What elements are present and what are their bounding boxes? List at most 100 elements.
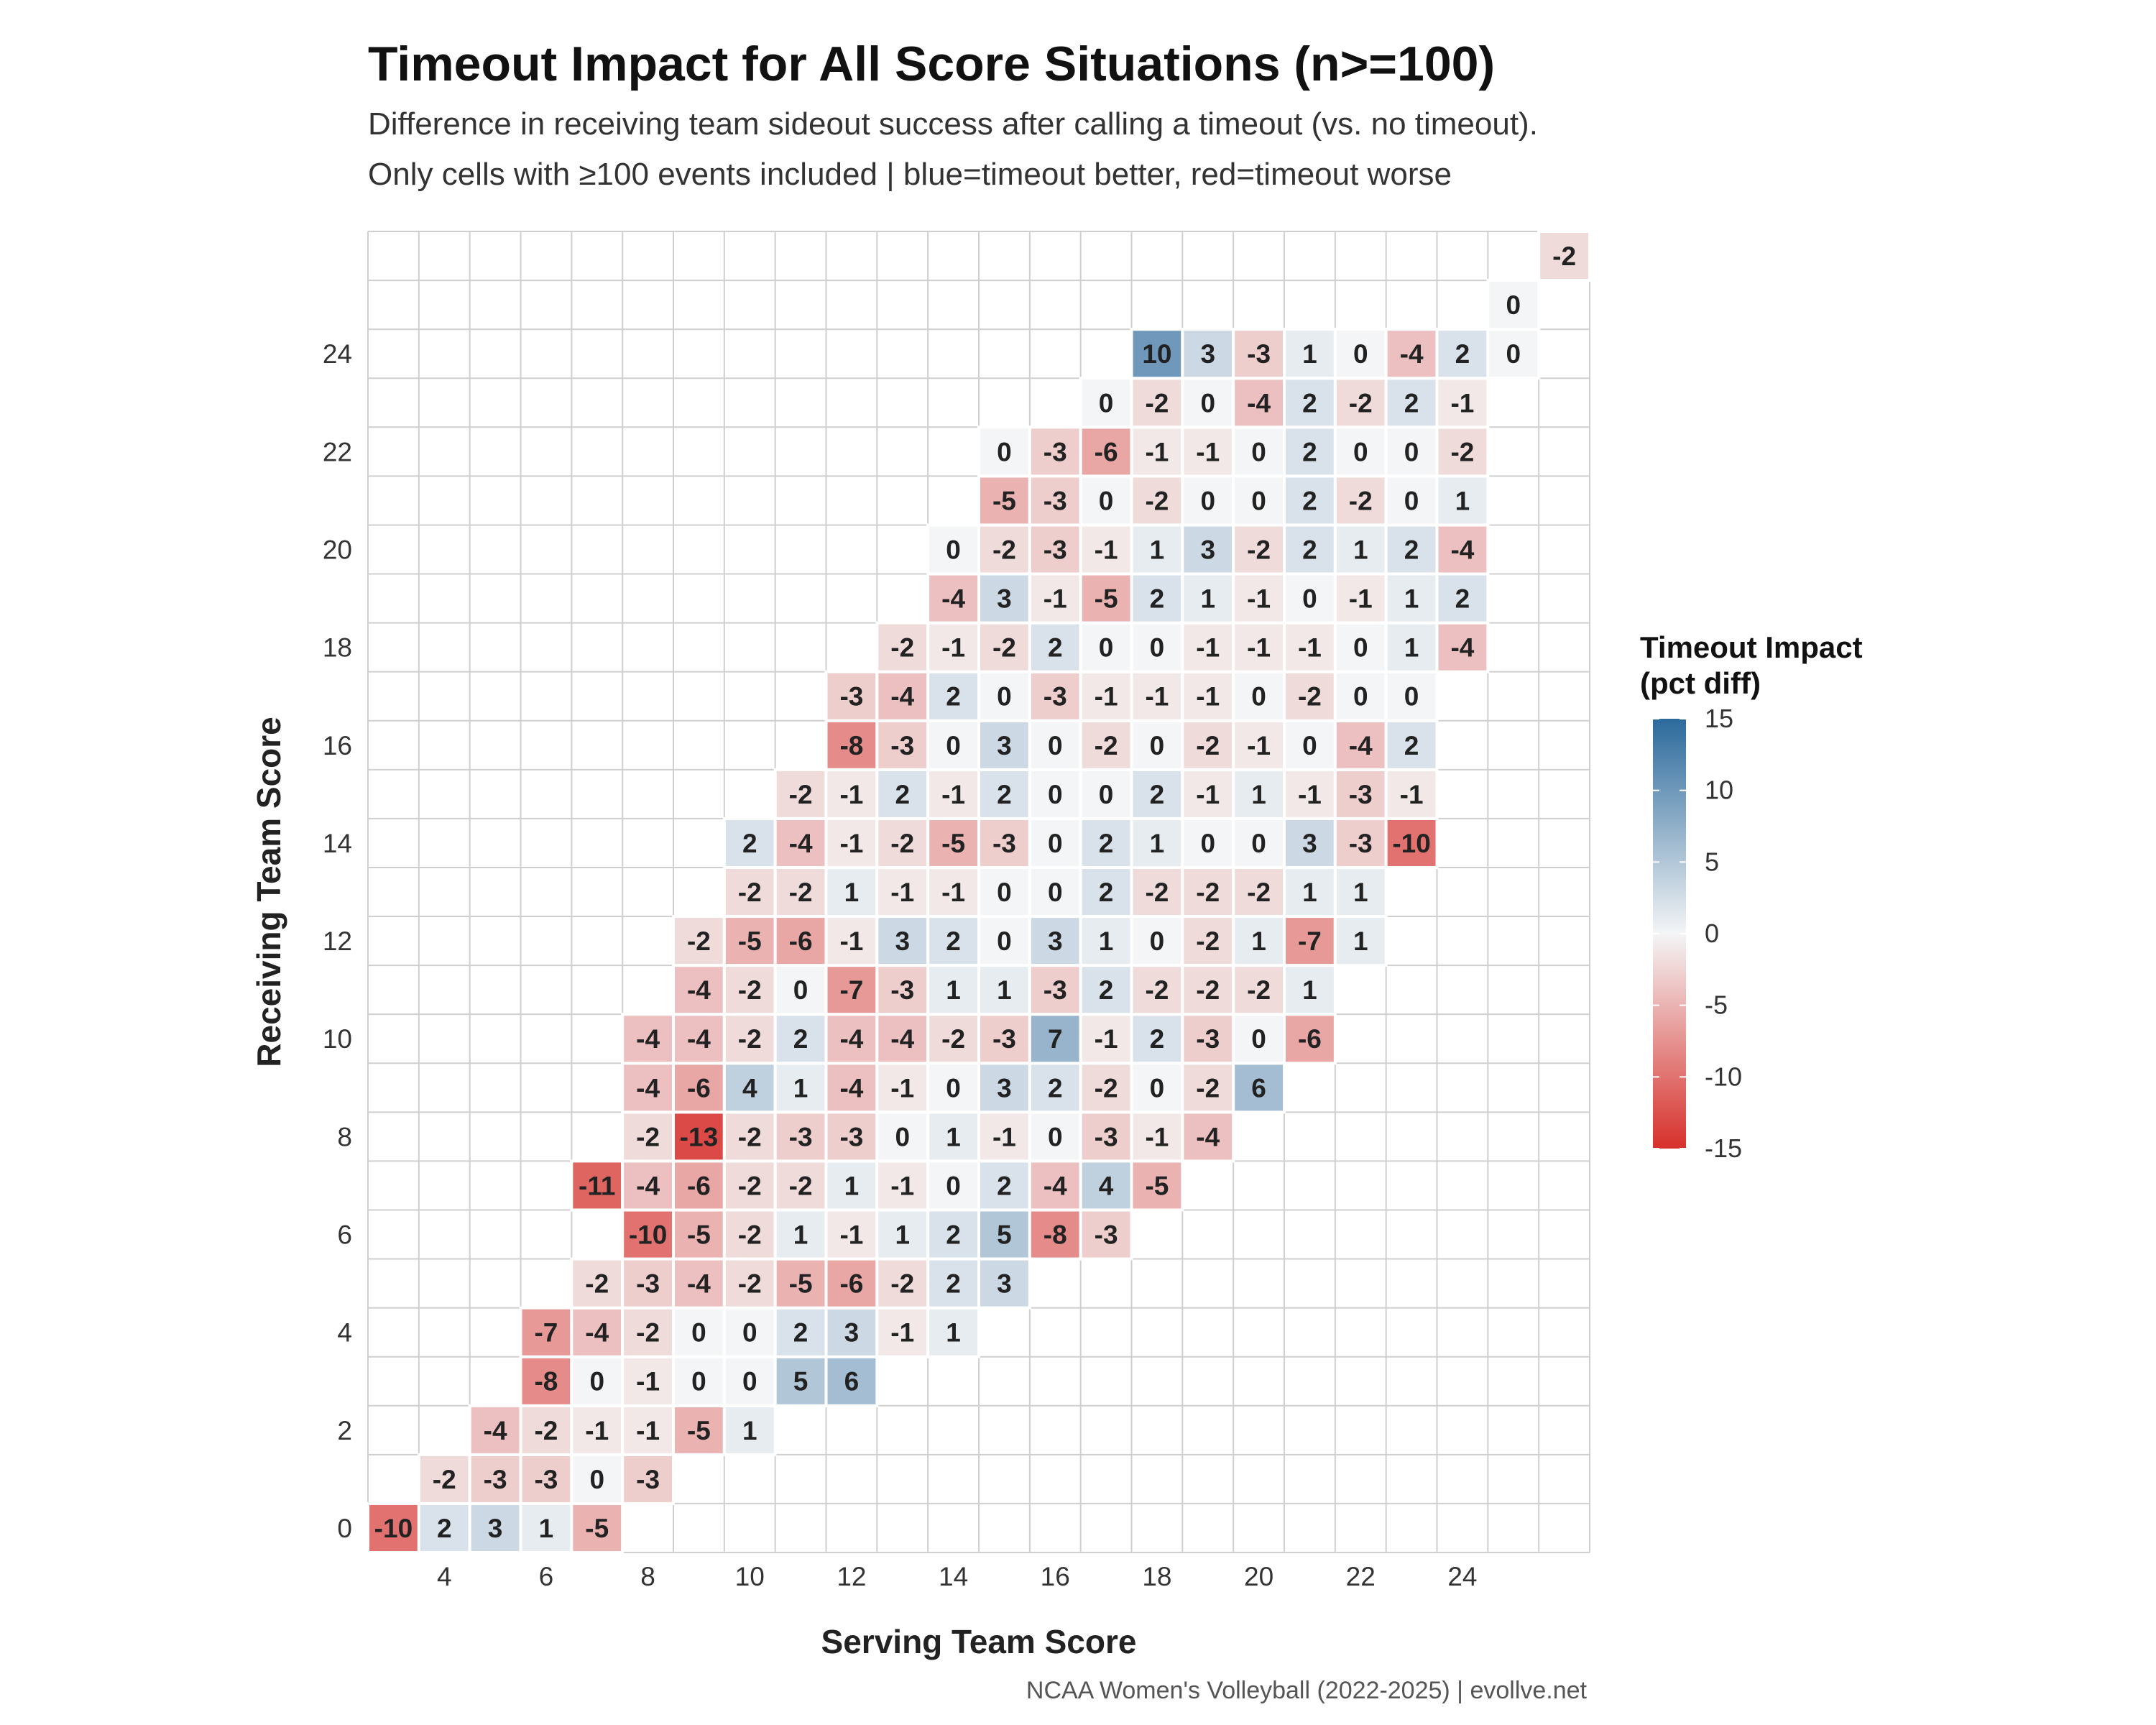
heatmap-cell-label: 1: [844, 878, 860, 907]
heatmap-cell-label: -1: [1247, 633, 1271, 663]
heatmap-cell: -3: [824, 1110, 879, 1163]
heatmap-cell: -6: [1079, 426, 1133, 478]
heatmap-cell: 7: [1028, 1013, 1082, 1065]
heatmap-cell-fill: [722, 816, 777, 869]
heatmap-cell: -6: [773, 915, 828, 967]
heatmap-cell-fill: [1384, 719, 1439, 771]
heatmap-cell: 1: [1283, 328, 1337, 380]
heatmap-cell-fill: [570, 1159, 625, 1212]
heatmap-cell-fill: [1384, 523, 1439, 576]
heatmap-cell-label: 2: [437, 1514, 452, 1543]
heatmap-cell: 0: [1486, 279, 1541, 331]
heatmap-cell: -7: [1283, 915, 1337, 967]
legend-tick-label: 15: [1705, 704, 1733, 733]
y-tick-label: 2: [337, 1416, 352, 1445]
heatmap-cell-label: -5: [789, 1269, 813, 1299]
heatmap-cell: 2: [1130, 572, 1184, 625]
heatmap-cell-label: 2: [793, 1024, 808, 1054]
heatmap-cell-label: -3: [636, 1465, 660, 1494]
heatmap-cell-label: 3: [997, 1269, 1012, 1299]
heatmap-cell-label: -3: [789, 1122, 813, 1151]
heatmap-cell-label: -1: [1145, 682, 1169, 712]
heatmap-cell: 0: [1232, 1013, 1286, 1065]
heatmap-cell: 3: [1181, 523, 1235, 576]
heatmap-cell: 0: [570, 1355, 625, 1407]
heatmap-cell: 3: [977, 572, 1031, 625]
heatmap-cell-label: -1: [1095, 535, 1118, 564]
heatmap-cell-label: 3: [488, 1514, 503, 1543]
heatmap-cell: -4: [570, 1306, 625, 1358]
heatmap-cell: -1: [1384, 768, 1439, 820]
heatmap-cell: -4: [672, 1013, 726, 1065]
heatmap-cell: 0: [1028, 719, 1082, 771]
heatmap-cell-fill: [773, 768, 828, 820]
heatmap-cell: 0: [1232, 816, 1286, 869]
heatmap-cell-label: 2: [1302, 388, 1317, 418]
chart-subtitle-line1: Difference in receiving team sideout suc…: [368, 106, 1538, 142]
heatmap-cell: 2: [977, 768, 1031, 820]
heatmap-cell-label: -1: [636, 1416, 660, 1445]
heatmap-cell: -5: [672, 1404, 726, 1456]
heatmap-cell-fill: [1333, 523, 1388, 576]
heatmap-cell: -1: [926, 865, 980, 919]
heatmap-cell: -1: [1283, 621, 1337, 673]
heatmap-cell-label: 3: [997, 1073, 1012, 1103]
heatmap-cell: 3: [875, 915, 930, 967]
heatmap-cell: -2: [875, 1257, 930, 1310]
heatmap-cell: 1: [1384, 621, 1439, 673]
legend: 15 10 5 0 -5 -10 -15: [1653, 704, 1742, 1163]
y-axis-title: Receiving Team Score: [250, 717, 287, 1067]
heatmap-cell: -4: [621, 1062, 676, 1114]
heatmap-cell-label: -2: [1552, 242, 1576, 271]
heatmap-cell-label: -2: [1298, 682, 1322, 712]
heatmap-cell-label: 0: [1150, 633, 1165, 663]
heatmap-cell: -1: [1181, 426, 1235, 478]
heatmap-cell-fill: [1283, 964, 1337, 1016]
heatmap-cell-label: 1: [895, 1220, 910, 1250]
heatmap-cell-label: -3: [890, 975, 914, 1005]
heatmap-cell-label: -4: [890, 682, 914, 712]
heatmap-cell-label: -3: [1095, 1220, 1118, 1250]
heatmap-cell: 3: [977, 1257, 1031, 1310]
heatmap-cell: 0: [977, 426, 1031, 478]
heatmap-cell-fill: [1130, 1159, 1184, 1212]
heatmap-cell-label: 1: [946, 975, 961, 1005]
heatmap-cell-label: -1: [1247, 731, 1271, 760]
heatmap-cell: -2: [1537, 230, 1592, 282]
heatmap-cell: -5: [926, 816, 980, 869]
heatmap-cell-fill: [519, 1501, 573, 1555]
heatmap-cell-label: 1: [1353, 535, 1368, 564]
heatmap-cell-label: -4: [890, 1024, 914, 1054]
heatmap-cell: -3: [977, 816, 1031, 869]
y-tick-label: 0: [337, 1514, 352, 1543]
heatmap-cell-label: 1: [1200, 584, 1215, 614]
heatmap-cell-fill: [824, 1306, 879, 1358]
heatmap-cell-fill: [773, 1257, 828, 1310]
heatmap-cell-label: -4: [1450, 535, 1474, 564]
heatmap-cell: 1: [1333, 523, 1388, 576]
heatmap-cell-label: 3: [895, 926, 910, 956]
heatmap-cell-label: 0: [997, 437, 1012, 466]
heatmap-cell-fill: [1130, 621, 1184, 673]
heatmap-cell: 0: [1333, 426, 1388, 478]
heatmap-cell-label: -3: [1349, 829, 1373, 858]
heatmap-cell-fill: [1079, 865, 1133, 919]
heatmap-cell: -3: [824, 670, 879, 722]
heatmap-cell-fill: [722, 1257, 777, 1310]
heatmap-cell-label: 0: [1150, 731, 1165, 760]
heatmap-cell-label: 2: [1099, 975, 1114, 1005]
heatmap-cell-label: -3: [839, 1122, 863, 1151]
heatmap-cell-label: -13: [680, 1122, 718, 1151]
heatmap-cell-fill: [1181, 670, 1235, 722]
heatmap-cell-label: 0: [1404, 437, 1419, 466]
heatmap-cell-label: 1: [793, 1073, 808, 1103]
heatmap-cell-label: -4: [789, 829, 813, 858]
heatmap-cell-label: -3: [1044, 535, 1067, 564]
heatmap-cell-label: 0: [1099, 486, 1114, 515]
heatmap-cell: 2: [1130, 1013, 1184, 1065]
heatmap-cell: -8: [519, 1355, 573, 1407]
heatmap-cell-fill: [977, 816, 1031, 869]
legend-title: Timeout Impact (pct diff): [1640, 630, 1863, 702]
heatmap-cell: -2: [1181, 865, 1235, 919]
heatmap-cell: 2: [773, 1306, 828, 1358]
